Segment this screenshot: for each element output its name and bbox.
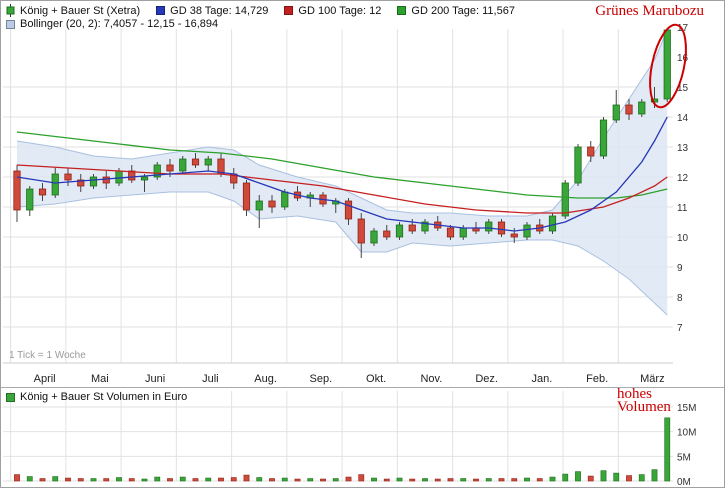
svg-text:16: 16 <box>677 53 689 64</box>
volume-swatch <box>6 392 15 402</box>
instrument-legend-item: König + Bauer St (Xetra) <box>6 4 140 17</box>
gd38-legend-item: GD 38 Tage: 14,729 <box>156 5 268 17</box>
svg-text:5M: 5M <box>677 452 691 463</box>
svg-text:15M: 15M <box>677 403 696 414</box>
svg-text:14: 14 <box>677 113 689 124</box>
gd200-legend-item: GD 200 Tage: 11,567 <box>397 5 515 17</box>
gd100-label: GD 100 Tage: 12 <box>298 4 382 17</box>
gd100-swatch <box>284 6 294 15</box>
svg-text:10M: 10M <box>677 428 696 439</box>
svg-text:März: März <box>640 373 664 385</box>
instrument-name: König + Bauer St (Xetra) <box>20 4 141 17</box>
bollinger-label: Bollinger (20, 2): 7,4057 - 12,15 - 16,8… <box>20 18 219 30</box>
gd38-label: GD 38 Tage: 14,729 <box>170 4 269 17</box>
svg-text:Feb.: Feb. <box>586 373 608 385</box>
volume-legend: König + Bauer St Volumen in Euro <box>6 391 187 403</box>
bollinger-swatch <box>6 19 15 29</box>
svg-text:11: 11 <box>677 203 688 214</box>
tick-note: 1 Tick = 1 Woche <box>9 350 86 361</box>
svg-text:Aug.: Aug. <box>254 373 277 385</box>
svg-text:15: 15 <box>677 83 689 94</box>
svg-text:Okt.: Okt. <box>366 373 386 385</box>
volume-chart-svg: 0M 5M 10M 15M <box>1 387 724 488</box>
svg-text:Juli: Juli <box>202 373 219 385</box>
svg-text:13: 13 <box>677 143 689 154</box>
volume-title: König + Bauer St Volumen in Euro <box>20 391 188 403</box>
gd100-legend-item: GD 100 Tage: 12 <box>284 5 381 17</box>
candlestick-icon <box>6 4 15 17</box>
svg-text:Nov.: Nov. <box>420 373 442 385</box>
svg-text:April: April <box>34 373 56 385</box>
price-legend-row2: Bollinger (20, 2): 7,4057 - 12,15 - 16,8… <box>6 18 218 30</box>
gd200-swatch <box>397 6 407 15</box>
svg-text:Sep.: Sep. <box>310 373 333 385</box>
svg-text:0M: 0M <box>677 477 691 488</box>
marubozu-annotation: Grünes Marubozu <box>595 3 704 19</box>
svg-text:7: 7 <box>677 323 683 334</box>
gd38-swatch <box>156 6 166 15</box>
svg-text:9: 9 <box>677 263 683 274</box>
volume-legend-item: König + Bauer St Volumen in Euro <box>6 391 187 403</box>
svg-text:Jan.: Jan. <box>531 373 552 385</box>
svg-text:Dez.: Dez. <box>475 373 498 385</box>
svg-text:10: 10 <box>677 233 689 244</box>
svg-text:Mai: Mai <box>91 373 109 385</box>
volume-annotation: hohes Volumen <box>617 386 671 415</box>
price-legend-row1: König + Bauer St (Xetra) GD 38 Tage: 14,… <box>6 4 515 17</box>
svg-text:8: 8 <box>677 293 683 304</box>
svg-text:Juni: Juni <box>145 373 165 385</box>
price-chart-svg: April Mai Juni Juli Aug. Sep. Okt. Nov. Dez. Jan.… <box>3 23 689 385</box>
bollinger-legend-item: Bollinger (20, 2): 7,4057 - 12,15 - 16,8… <box>6 18 218 30</box>
svg-text:12: 12 <box>677 173 689 184</box>
gd200-label: GD 200 Tage: 11,567 <box>411 4 515 17</box>
